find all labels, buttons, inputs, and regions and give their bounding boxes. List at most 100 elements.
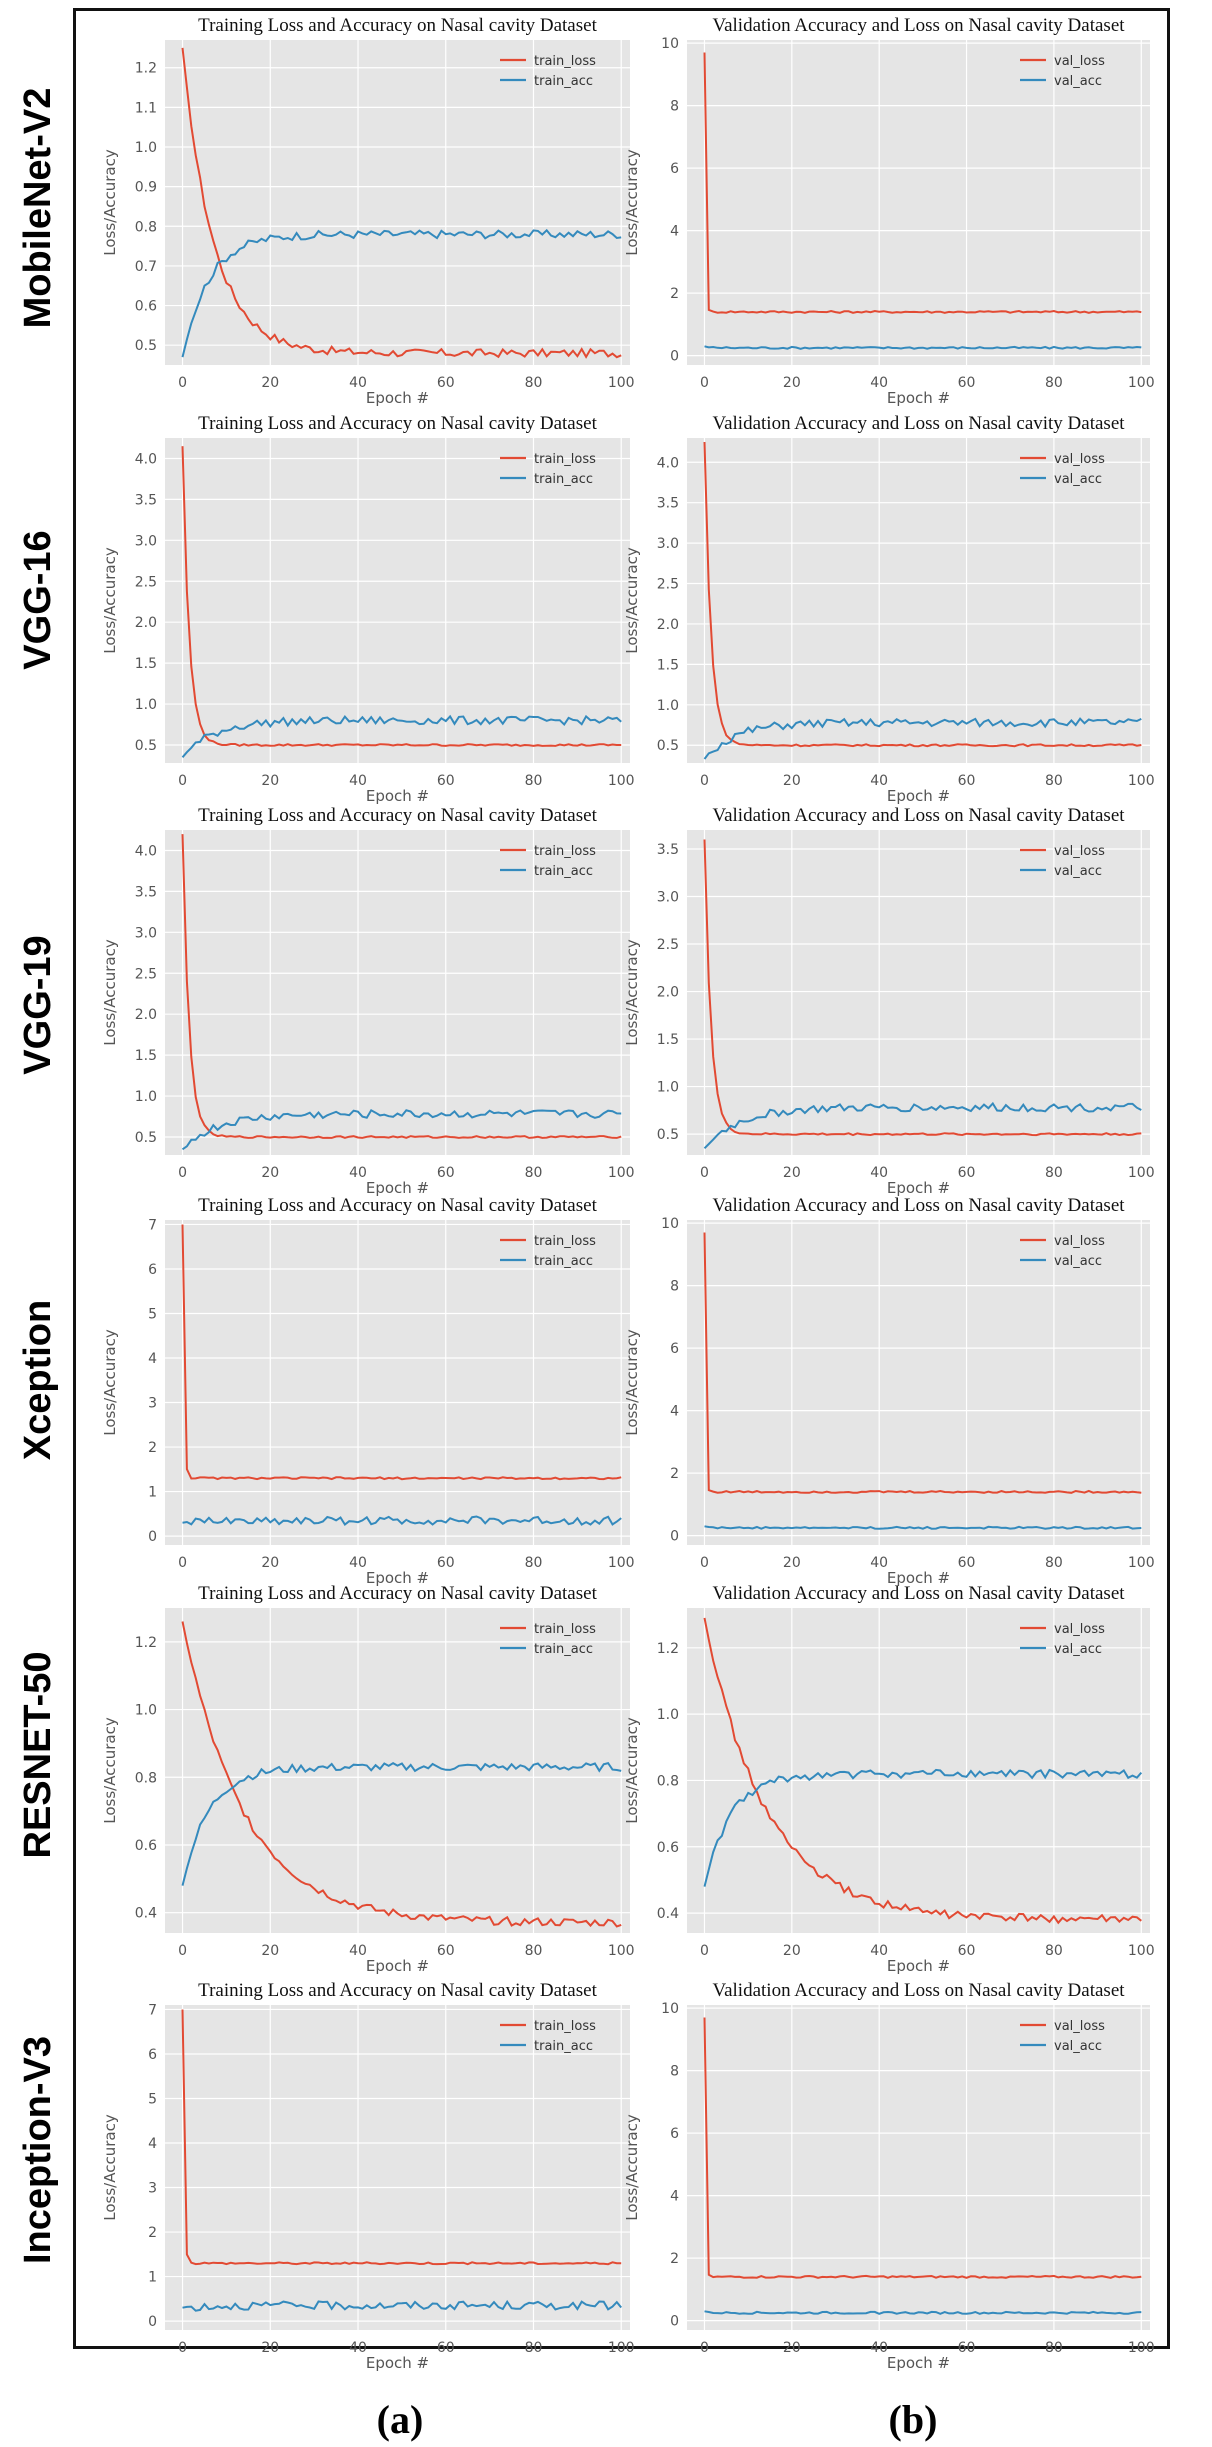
x-axis-label: Epoch # [887, 1179, 950, 1197]
y-tick-label: 0.6 [135, 1838, 157, 1854]
x-tick-label: 0 [700, 1943, 709, 1959]
x-tick-label: 0 [700, 1555, 709, 1571]
chart-title: Validation Accuracy and Loss on Nasal ca… [712, 1583, 1125, 1604]
legend-label-val_acc: val_acc [1054, 2039, 1102, 2054]
y-tick-label: 2.5 [657, 937, 679, 953]
y-tick-label: 1.0 [135, 1703, 157, 1719]
y-axis-label: Loss/Accuracy [623, 2114, 641, 2221]
x-tick-label: 60 [958, 1943, 976, 1959]
x-tick-label: 100 [608, 773, 635, 789]
x-tick-label: 20 [261, 2340, 279, 2356]
y-tick-label: 0 [670, 349, 679, 365]
chart-title: Training Loss and Accuracy on Nasal cavi… [198, 1980, 597, 2001]
chart-title: Validation Accuracy and Loss on Nasal ca… [712, 413, 1125, 434]
chart-title: Training Loss and Accuracy on Nasal cavi… [198, 1583, 597, 1604]
y-tick-label: 2.0 [135, 615, 157, 631]
train_acc-line [181, 1108, 622, 1151]
legend-label-train_acc: train_acc [534, 472, 593, 487]
y-tick-label: 1.1 [135, 100, 157, 116]
legend-label-train_loss: train_loss [534, 2019, 596, 2034]
legend-label-train_loss: train_loss [534, 1622, 596, 1637]
y-tick-label: 5 [148, 1306, 157, 1322]
y-tick-label: 2.5 [135, 966, 157, 982]
x-tick-label: 100 [608, 375, 635, 391]
x-tick-label: 100 [608, 1943, 635, 1959]
x-axis-label: Epoch # [366, 1179, 429, 1197]
legend-label-train_loss: train_loss [534, 844, 596, 859]
legend-label-val_loss: val_loss [1054, 54, 1105, 69]
x-tick-label: 100 [1128, 1555, 1155, 1571]
x-tick-label: 80 [1045, 1165, 1063, 1181]
x-tick-label: 0 [700, 2340, 709, 2356]
chart-title: Validation Accuracy and Loss on Nasal ca… [712, 15, 1125, 36]
y-tick-label: 3.5 [657, 842, 679, 858]
y-tick-label: 4 [148, 1351, 157, 1367]
val_acc-line [704, 2310, 1142, 2315]
column-label-b: (b) [888, 2397, 938, 2442]
plot-area [165, 1608, 630, 1933]
plot-area [165, 830, 630, 1155]
x-tick-label: 80 [1045, 2340, 1063, 2356]
y-tick-label: 4 [670, 224, 679, 240]
train_loss-line [181, 2009, 622, 2266]
plot-area [165, 1220, 630, 1545]
x-tick-label: 80 [1045, 1555, 1063, 1571]
x-tick-label: 40 [870, 375, 888, 391]
x-tick-label: 80 [525, 1165, 543, 1181]
y-tick-label: 2.0 [657, 617, 679, 633]
y-tick-label: 4.0 [135, 843, 157, 859]
legend-label-val_acc: val_acc [1054, 74, 1102, 89]
y-tick-label: 3.5 [657, 496, 679, 512]
legend-label-val_loss: val_loss [1054, 844, 1105, 859]
y-axis-label: Loss/Accuracy [101, 1329, 119, 1436]
legend-label-train_acc: train_acc [534, 74, 593, 89]
x-tick-label: 40 [349, 1165, 367, 1181]
x-tick-label: 100 [1128, 773, 1155, 789]
x-tick-label: 60 [437, 2340, 455, 2356]
chart-resnet-50-validation: 0 20 40 60 80 100 0.4 0.6 0.8 1.0 1.2 Validation Ac… [623, 1583, 1155, 1975]
y-tick-label: 10 [661, 36, 679, 52]
x-tick-label: 0 [178, 1165, 187, 1181]
plot-area [165, 438, 630, 763]
y-tick-label: 1.0 [657, 1080, 679, 1096]
y-tick-label: 2.0 [657, 985, 679, 1001]
y-tick-label: 3.5 [135, 884, 157, 900]
chart-vgg-16-validation: 0 20 40 60 80 100 0.5 1.0 1.5 2.0 2.5 3.0 3.5 4.0 Vali… [623, 413, 1155, 805]
x-tick-label: 20 [783, 1165, 801, 1181]
y-tick-label: 1.5 [135, 1048, 157, 1064]
x-tick-label: 100 [1128, 1943, 1155, 1959]
y-tick-label: 1.2 [657, 1641, 679, 1657]
x-tick-label: 0 [178, 1943, 187, 1959]
y-tick-label: 3.0 [657, 890, 679, 906]
legend-label-train_loss: train_loss [534, 1234, 596, 1249]
x-tick-label: 60 [958, 773, 976, 789]
x-tick-label: 60 [437, 773, 455, 789]
chart-vgg-16-training: 0 20 40 60 80 100 0.5 1.0 1.5 2.0 2.5 3.0 3.5 4.0 Trai… [101, 413, 635, 805]
x-tick-label: 60 [437, 375, 455, 391]
y-tick-label: 2 [670, 286, 679, 302]
x-axis-label: Epoch # [366, 1957, 429, 1975]
legend-label-val_loss: val_loss [1054, 2019, 1105, 2034]
train_acc-line [182, 1515, 622, 1526]
y-tick-label: 3.0 [135, 533, 157, 549]
y-tick-label: 0.5 [657, 738, 679, 754]
y-tick-label: 6 [670, 1341, 679, 1357]
y-tick-label: 1.0 [135, 697, 157, 713]
y-tick-label: 3.0 [135, 925, 157, 941]
chart-title: Validation Accuracy and Loss on Nasal ca… [712, 1195, 1125, 1216]
y-axis-label: Loss/Accuracy [623, 939, 641, 1046]
val_loss-line [703, 1617, 1142, 1925]
chart-resnet-50-training: 0 20 40 60 80 100 0.4 0.6 0.8 1.0 1.2 Training Loss… [101, 1583, 635, 1975]
train_loss-line [181, 446, 622, 747]
y-tick-label: 0.5 [135, 1130, 157, 1146]
x-axis-label: Epoch # [366, 2354, 429, 2372]
y-tick-label: 0.8 [135, 1770, 157, 1786]
x-tick-label: 20 [261, 773, 279, 789]
y-tick-label: 3.5 [135, 492, 157, 508]
x-tick-label: 100 [1128, 2340, 1155, 2356]
x-axis-label: Epoch # [887, 787, 950, 805]
chart-title: Training Loss and Accuracy on Nasal cavi… [198, 805, 597, 826]
x-tick-label: 20 [783, 2340, 801, 2356]
y-tick-label: 0.7 [135, 259, 157, 275]
